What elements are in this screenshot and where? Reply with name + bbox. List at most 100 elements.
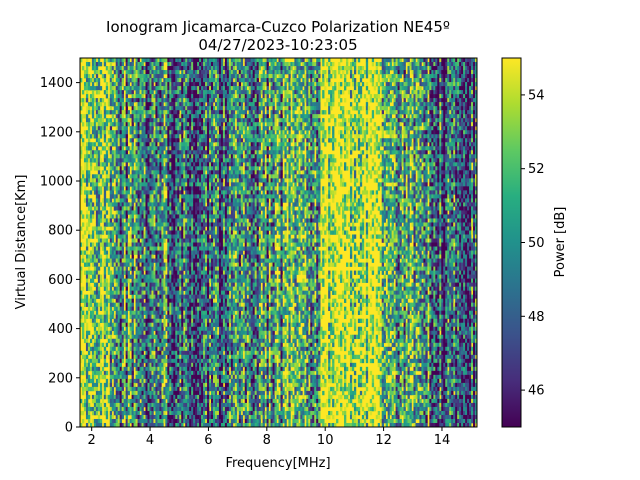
heatmap-cell — [179, 174, 182, 179]
heatmap-cell — [93, 70, 97, 75]
heatmap-cell — [119, 114, 122, 119]
heatmap-cell — [141, 182, 144, 187]
heatmap-cell — [123, 322, 126, 328]
heatmap-cell — [91, 346, 95, 352]
heatmap-cell — [161, 218, 164, 223]
heatmap-cell — [99, 226, 103, 231]
heatmap-cell — [157, 238, 160, 243]
heatmap-cell — [169, 66, 172, 71]
heatmap-cell — [157, 386, 160, 392]
heatmap-cell — [139, 338, 142, 344]
heatmap-cell — [95, 246, 99, 251]
heatmap-cell — [91, 358, 95, 364]
heatmap-cell — [201, 158, 204, 163]
heatmap-cell — [95, 226, 99, 231]
heatmap-cell — [167, 422, 170, 427]
heatmap-cell — [187, 246, 190, 251]
heatmap-cell — [117, 334, 121, 340]
heatmap-cell — [125, 178, 128, 183]
heatmap-cell — [80, 170, 83, 175]
heatmap-cell — [115, 66, 119, 71]
heatmap-cell — [137, 358, 140, 364]
heatmap-cell — [201, 134, 204, 139]
heatmap-cell — [99, 118, 103, 123]
heatmap-cell — [137, 82, 140, 87]
heatmap-cell — [109, 290, 113, 295]
heatmap-cell — [179, 290, 182, 295]
heatmap-cell — [179, 306, 182, 311]
heatmap-cell — [125, 330, 128, 336]
heatmap-cell — [163, 306, 166, 311]
heatmap-cell — [89, 98, 93, 103]
heatmap-cell — [189, 210, 192, 215]
heatmap-cell — [107, 270, 111, 275]
heatmap-cell — [97, 402, 101, 408]
heatmap-cell — [127, 250, 130, 255]
heatmap-cell — [191, 78, 194, 83]
heatmap-cell — [191, 346, 194, 352]
heatmap-cell — [201, 406, 204, 412]
heatmap-cell — [123, 138, 126, 143]
heatmap-cell — [203, 90, 206, 95]
heatmap-cell — [113, 118, 117, 123]
heatmap-cell — [129, 274, 132, 279]
heatmap-cell — [95, 382, 99, 388]
heatmap-cell — [119, 354, 122, 360]
heatmap-cell — [141, 186, 144, 191]
heatmap-cell — [103, 346, 107, 352]
heatmap-cell — [113, 230, 117, 235]
heatmap-cell — [83, 262, 87, 267]
heatmap-cell — [155, 198, 158, 203]
heatmap-cell — [129, 98, 132, 103]
heatmap-cell — [89, 338, 93, 344]
heatmap-cell — [145, 346, 148, 352]
heatmap-cell — [169, 230, 172, 235]
heatmap-cell — [179, 366, 182, 372]
heatmap-cell — [201, 86, 204, 91]
heatmap-cell — [157, 410, 160, 416]
heatmap-cell — [111, 98, 115, 103]
heatmap-cell — [139, 306, 142, 311]
heatmap-cell — [197, 90, 200, 95]
heatmap-cell — [91, 246, 95, 251]
heatmap-cell — [137, 290, 140, 295]
heatmap-cell — [115, 110, 119, 115]
heatmap-cell — [181, 270, 184, 275]
heatmap-cell — [89, 158, 93, 163]
heatmap-cell — [119, 282, 122, 287]
heatmap-cell — [131, 78, 134, 83]
heatmap-cell — [105, 278, 109, 283]
heatmap-cell — [149, 122, 152, 127]
heatmap-cell — [149, 358, 152, 364]
heatmap-cell — [175, 382, 178, 388]
heatmap-cell — [159, 230, 162, 235]
heatmap-cell — [81, 234, 85, 239]
heatmap-cell — [167, 90, 170, 95]
heatmap-cell — [97, 250, 101, 255]
heatmap-cell — [95, 106, 99, 111]
heatmap-cell — [159, 378, 162, 384]
heatmap-cell — [119, 90, 122, 95]
heatmap-cell — [139, 170, 142, 175]
heatmap-cell — [169, 78, 172, 83]
heatmap-cell — [145, 354, 148, 360]
heatmap-cell — [175, 186, 178, 191]
heatmap-cell — [91, 398, 95, 404]
heatmap-cell — [199, 398, 202, 404]
heatmap-cell — [151, 402, 154, 408]
heatmap-cell — [135, 138, 138, 143]
heatmap-cell — [129, 210, 132, 215]
heatmap-cell — [153, 334, 156, 340]
heatmap-cell — [85, 402, 89, 408]
heatmap-cell — [125, 182, 128, 187]
heatmap-cell — [177, 214, 180, 219]
heatmap-cell — [157, 382, 160, 388]
heatmap-cell — [139, 362, 142, 368]
heatmap-cell — [197, 358, 200, 364]
heatmap-cell — [185, 110, 188, 115]
heatmap-cell — [99, 142, 103, 147]
heatmap-cell — [129, 378, 132, 384]
heatmap-cell — [171, 110, 174, 115]
heatmap-cell — [133, 194, 136, 199]
heatmap-cell — [165, 150, 168, 155]
